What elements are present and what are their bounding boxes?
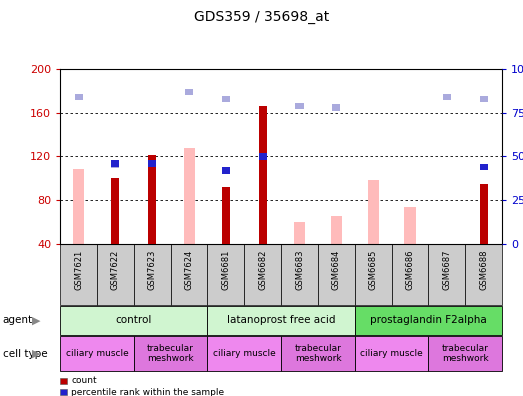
Bar — [222, 187, 230, 244]
Text: count: count — [71, 377, 97, 385]
Bar — [222, 96, 230, 102]
Text: ciliary muscle: ciliary muscle — [213, 349, 276, 358]
Text: percentile rank within the sample: percentile rank within the sample — [71, 388, 224, 396]
Bar — [111, 162, 119, 168]
Bar — [368, 180, 379, 244]
Bar — [480, 96, 488, 102]
Text: control: control — [116, 315, 152, 326]
Text: ciliary muscle: ciliary muscle — [65, 349, 128, 358]
Bar — [331, 216, 342, 244]
Bar — [148, 155, 156, 244]
Bar — [332, 105, 340, 111]
Bar — [184, 148, 195, 244]
Bar — [295, 103, 303, 109]
Bar — [480, 184, 488, 244]
Bar — [294, 222, 305, 244]
Bar — [148, 160, 156, 167]
Bar — [74, 94, 83, 101]
Bar — [111, 160, 119, 167]
Text: ▶: ▶ — [32, 315, 41, 326]
Bar — [222, 167, 230, 173]
Text: ciliary muscle: ciliary muscle — [360, 349, 423, 358]
Text: trabecular
meshwork: trabecular meshwork — [294, 344, 342, 363]
Bar — [111, 178, 119, 244]
Bar — [73, 169, 84, 244]
Bar — [148, 160, 156, 167]
Text: prostaglandin F2alpha: prostaglandin F2alpha — [370, 315, 487, 326]
Bar — [259, 153, 267, 160]
Bar — [404, 206, 416, 244]
Text: ▶: ▶ — [32, 348, 41, 359]
Text: GDS359 / 35698_at: GDS359 / 35698_at — [194, 10, 329, 24]
Text: latanoprost free acid: latanoprost free acid — [227, 315, 335, 326]
Bar — [443, 94, 451, 101]
Text: cell type: cell type — [3, 348, 47, 359]
Bar — [185, 89, 193, 95]
Text: agent: agent — [3, 315, 33, 326]
Text: trabecular
meshwork: trabecular meshwork — [442, 344, 488, 363]
Text: trabecular
meshwork: trabecular meshwork — [147, 344, 194, 363]
Bar — [259, 106, 267, 244]
Bar — [480, 164, 488, 170]
